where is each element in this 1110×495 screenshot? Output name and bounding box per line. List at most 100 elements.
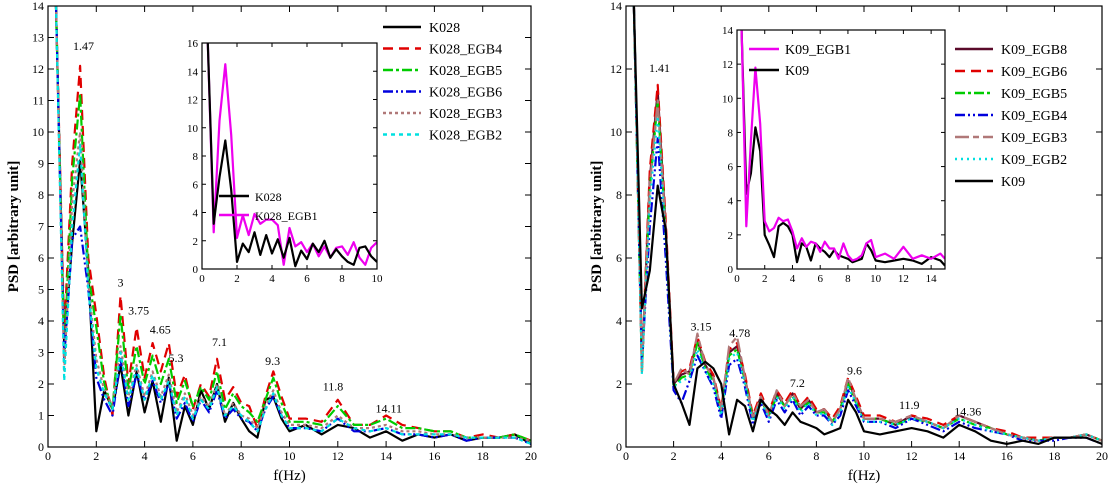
inset-legend: K028 K028_EGB1 bbox=[219, 190, 318, 223]
inset-legend-entry: K09 bbox=[785, 64, 809, 79]
x-axis-label: f(Hz) bbox=[848, 468, 880, 484]
inset-plot: 0 2 4 6 8 10 0 2 4 6 8 10 12 14 16 K028 K028_EGB1 bbox=[187, 38, 383, 285]
main-xtick-label: 4 bbox=[718, 449, 724, 463]
main-xtick-label: 18 bbox=[477, 449, 489, 463]
inset-xtick-label: 0 bbox=[734, 273, 740, 285]
series-line-k028 bbox=[54, 6, 531, 445]
series-group bbox=[632, 6, 1102, 445]
inset-xtick-label: 2 bbox=[762, 273, 768, 285]
main-ytick-label: 2 bbox=[616, 377, 622, 391]
main-ytick-label: 6 bbox=[616, 251, 622, 265]
inset-xtick-label: 6 bbox=[304, 273, 310, 285]
main-ytick-label: 12 bbox=[610, 62, 622, 76]
peak-label: 4.65 bbox=[150, 323, 171, 337]
inset-legend-entry: K028 bbox=[255, 190, 282, 204]
inset-series-group bbox=[740, 30, 945, 267]
inset-ytick-label: 8 bbox=[193, 151, 199, 163]
series-line-k028-egb6 bbox=[54, 6, 531, 445]
peak-label: 3 bbox=[117, 275, 123, 289]
inset-background bbox=[737, 30, 945, 269]
main-ytick-label: 14 bbox=[32, 0, 44, 13]
main-xtick-label: 16 bbox=[428, 449, 440, 463]
inset-ytick-label: 4 bbox=[193, 208, 199, 220]
legend-entry: K09_EGB5 bbox=[1001, 87, 1067, 102]
main-xtick-label: 10 bbox=[284, 449, 296, 463]
main-ytick-label: 10 bbox=[32, 125, 44, 139]
series-line-k028-egb2 bbox=[54, 6, 531, 445]
peak-label: 3.75 bbox=[128, 304, 149, 318]
main-ytick-label: 12 bbox=[32, 62, 44, 76]
main-ytick-label: 5 bbox=[38, 283, 44, 297]
inset-ytick-label: 14 bbox=[722, 25, 734, 37]
peak-label: 11.8 bbox=[323, 379, 344, 393]
inset-xtick-label: 14 bbox=[926, 273, 938, 285]
main-ytick-label: 7 bbox=[38, 220, 44, 234]
inset-ytick-label: 2 bbox=[728, 230, 734, 242]
main-xtick-label: 2 bbox=[93, 449, 99, 463]
main-xtick-label: 0 bbox=[45, 449, 51, 463]
inset-ytick-label: 2 bbox=[193, 236, 199, 248]
inset-xtick-label: 4 bbox=[269, 273, 275, 285]
main-xtick-label: 2 bbox=[671, 449, 677, 463]
inset-ytick-label: 12 bbox=[187, 95, 198, 107]
x-axis-label: f(Hz) bbox=[273, 468, 305, 484]
inset-xtick-label: 8 bbox=[339, 273, 345, 285]
inset-xtick-label: 0 bbox=[199, 273, 205, 285]
legend-entry: K028_EGB5 bbox=[429, 64, 502, 79]
inset-series-line-k09-egb1 bbox=[740, 30, 945, 262]
inset-series-group bbox=[206, 43, 377, 268]
main-xtick-label: 14 bbox=[380, 449, 392, 463]
series-line-k09 bbox=[632, 6, 1102, 445]
main-ytick-label: 13 bbox=[32, 31, 44, 45]
main-xtick-label: 4 bbox=[142, 449, 148, 463]
peak-label: 3.15 bbox=[690, 319, 711, 333]
legend-entry: K09_EGB6 bbox=[1001, 65, 1067, 80]
inset-ytick-label: 10 bbox=[722, 93, 734, 105]
main-xtick-label: 12 bbox=[906, 449, 918, 463]
main-ytick-label: 9 bbox=[38, 157, 44, 171]
main-ytick-label: 8 bbox=[38, 188, 44, 202]
inset-xtick-label: 12 bbox=[898, 273, 909, 285]
series-line-k028-egb5 bbox=[54, 6, 531, 442]
main-xtick-label: 6 bbox=[190, 449, 196, 463]
inset-legend-entry: K028_EGB1 bbox=[255, 209, 318, 223]
main-ytick-label: 10 bbox=[610, 125, 622, 139]
main-xtick-label: 16 bbox=[1001, 449, 1013, 463]
main-xtick-label: 0 bbox=[623, 449, 629, 463]
main-ytick-label: 0 bbox=[616, 440, 622, 454]
peak-label: 14.36 bbox=[954, 405, 981, 419]
main-xtick-label: 14 bbox=[953, 449, 965, 463]
main-ytick-label: 0 bbox=[38, 440, 44, 454]
legend: K09_EGB8 K09_EGB6 K09_EGB5 K09_EGB4 K09_EGB3… bbox=[955, 43, 1067, 190]
inset-series-line-k028 bbox=[206, 43, 377, 268]
main-xtick-label: 20 bbox=[1096, 449, 1108, 463]
main-ytick-label: 4 bbox=[38, 314, 44, 328]
main-ytick-label: 1 bbox=[38, 409, 44, 423]
series-line-k09-egb2 bbox=[632, 6, 1102, 442]
main-xtick-label: 8 bbox=[238, 449, 244, 463]
inset-legend: K09_EGB1 K09 bbox=[749, 43, 851, 79]
inset-legend-entry: K09_EGB1 bbox=[785, 43, 851, 58]
peak-label: 1.47 bbox=[73, 39, 94, 53]
legend-entry: K028 bbox=[429, 21, 460, 36]
inset-ytick-label: 4 bbox=[728, 196, 734, 208]
peak-label: 7.2 bbox=[790, 376, 805, 390]
inset-ytick-label: 16 bbox=[187, 38, 199, 50]
main-xtick-label: 12 bbox=[332, 449, 344, 463]
inset-frame bbox=[736, 29, 946, 270]
legend-entry: K028_EGB2 bbox=[429, 129, 502, 144]
inset-ytick-label: 0 bbox=[728, 264, 734, 276]
series-line-k028-egb3 bbox=[54, 6, 531, 442]
chart-panel-1: 0 2 4 6 8 10 12 14 16 18 2001234567891011121314f(H… bbox=[6, 0, 537, 484]
inset-xtick-label: 6 bbox=[817, 273, 823, 285]
main-xtick-label: 8 bbox=[813, 449, 819, 463]
legend-entry: K028_EGB3 bbox=[429, 107, 502, 122]
main-ytick-label: 4 bbox=[616, 314, 622, 328]
peak-label: 9.6 bbox=[847, 364, 862, 378]
peak-label: 1.41 bbox=[649, 61, 670, 75]
inset-xtick-label: 10 bbox=[870, 273, 882, 285]
inset-ytick-label: 6 bbox=[728, 162, 734, 174]
peak-label: 14.11 bbox=[375, 401, 402, 415]
inset-series-line-k09 bbox=[740, 30, 945, 267]
